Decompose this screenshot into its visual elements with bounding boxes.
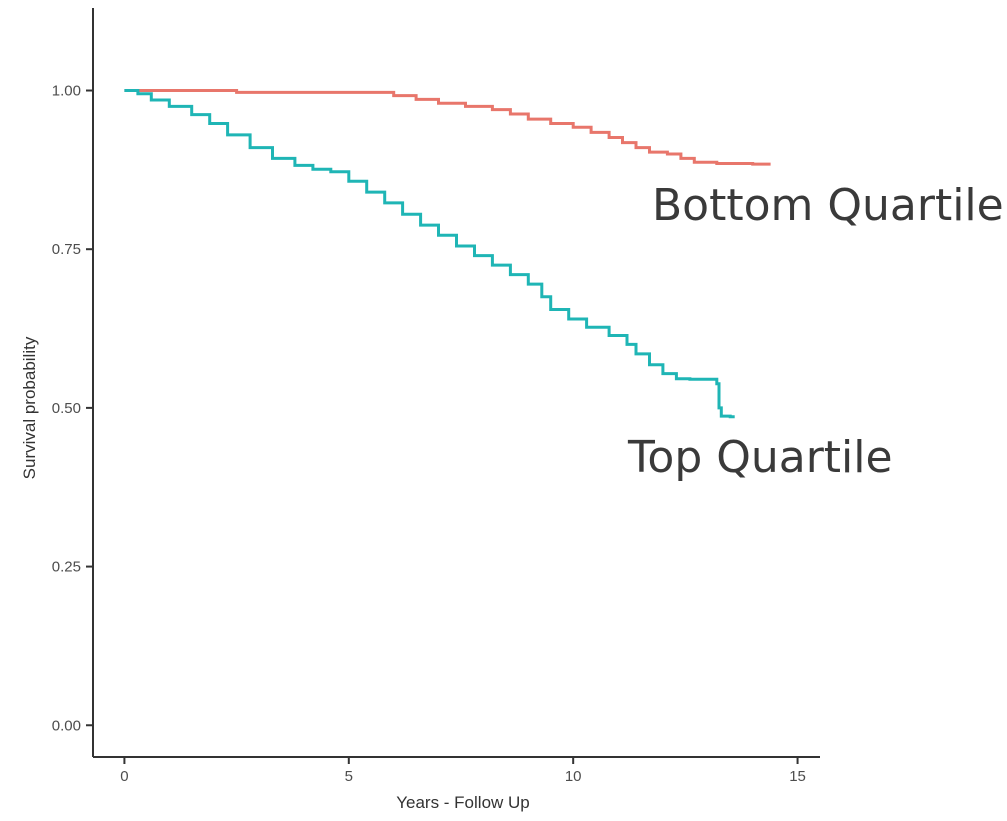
x-tick-label: 15 [789,768,806,785]
series-label-bottom-quartile: Bottom Quartile [652,180,1004,231]
y-tick-label: 0.00 [52,717,81,734]
x-axis-ticks: 0 5 10 15 [120,757,806,785]
y-axis-title: Survival probability [20,336,39,479]
survival-curves [124,89,771,419]
y-tick-label: 0.50 [52,400,81,417]
y-tick-label: 0.25 [52,559,81,576]
x-axis-title: Years - Follow Up [396,793,530,812]
y-axis-ticks: 0.00 0.25 0.50 0.75 1.00 [52,83,93,734]
y-tick-label: 0.75 [52,241,81,258]
series-label-top-quartile: Top Quartile [627,432,893,483]
survival-curve-bottom-quartile [124,89,771,166]
survival-curve-top-quartile [124,89,735,419]
y-tick-label: 1.00 [52,83,81,100]
x-tick-label: 5 [345,768,353,785]
x-tick-label: 0 [120,768,128,785]
x-tick-label: 10 [565,768,582,785]
